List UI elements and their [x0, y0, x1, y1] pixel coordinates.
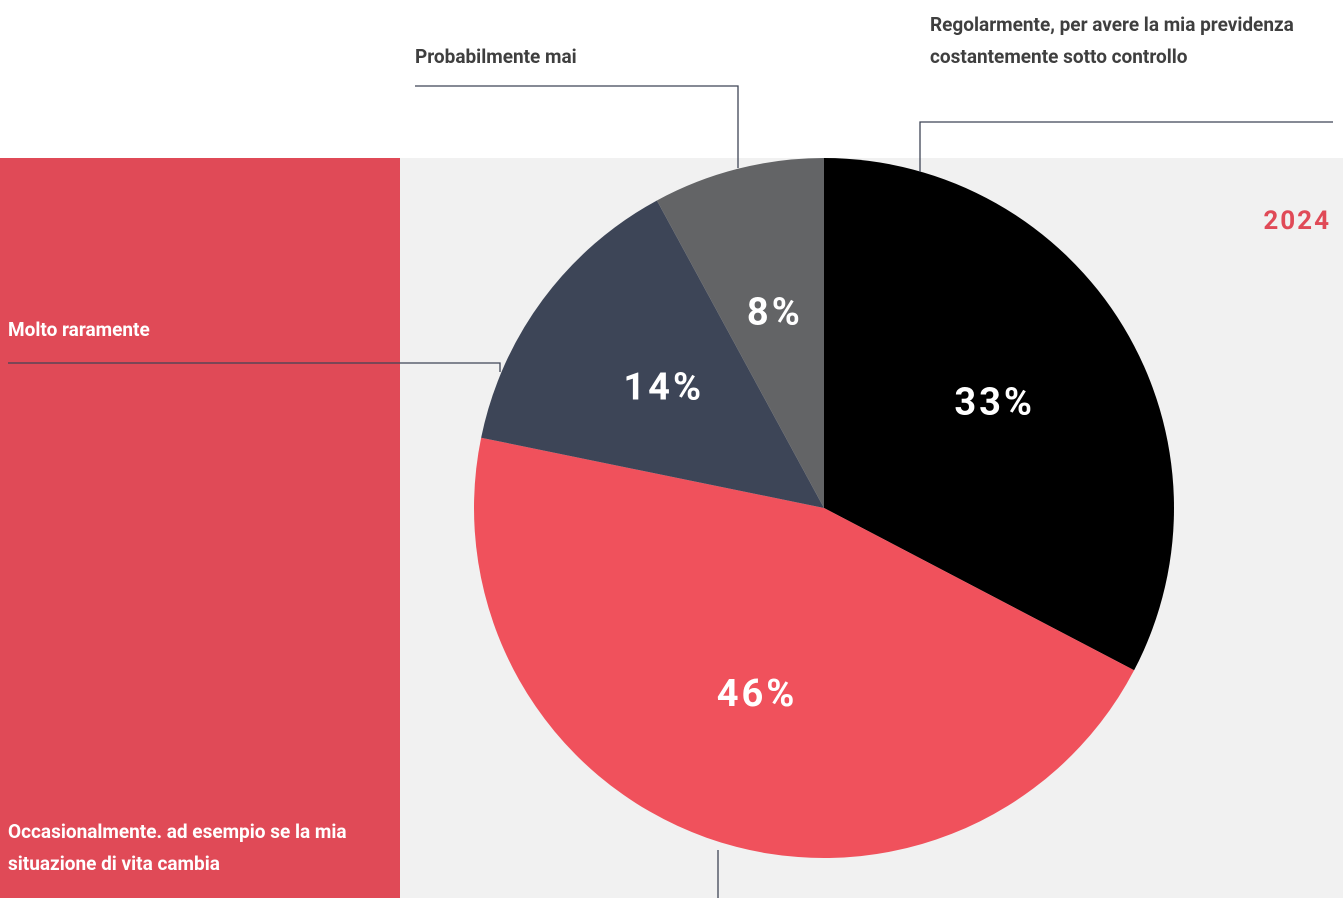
value-label: 14% — [623, 365, 704, 409]
leader-line — [8, 362, 501, 372]
pie-slice — [824, 158, 1174, 671]
pie-slice — [481, 200, 824, 508]
slice-label: Regolarmente, per avere la mia previdenz… — [930, 13, 1294, 68]
slice-label: Occasionalmente. ad esempio se la mia si… — [8, 820, 347, 875]
value-label: 8% — [747, 291, 803, 335]
value-label: 46% — [717, 672, 798, 716]
leader-line — [919, 121, 1333, 172]
year-annotation: 2024 — [1263, 206, 1331, 236]
left-panel — [0, 158, 400, 898]
pie-slice — [473, 437, 1135, 859]
leader-line — [415, 85, 739, 168]
slice-label: Molto raramente — [8, 318, 150, 341]
slice-label: Probabilmente mai — [415, 45, 577, 68]
value-label: 33% — [954, 381, 1035, 425]
leader-lines — [8, 85, 1333, 898]
pie-slice — [656, 158, 824, 508]
